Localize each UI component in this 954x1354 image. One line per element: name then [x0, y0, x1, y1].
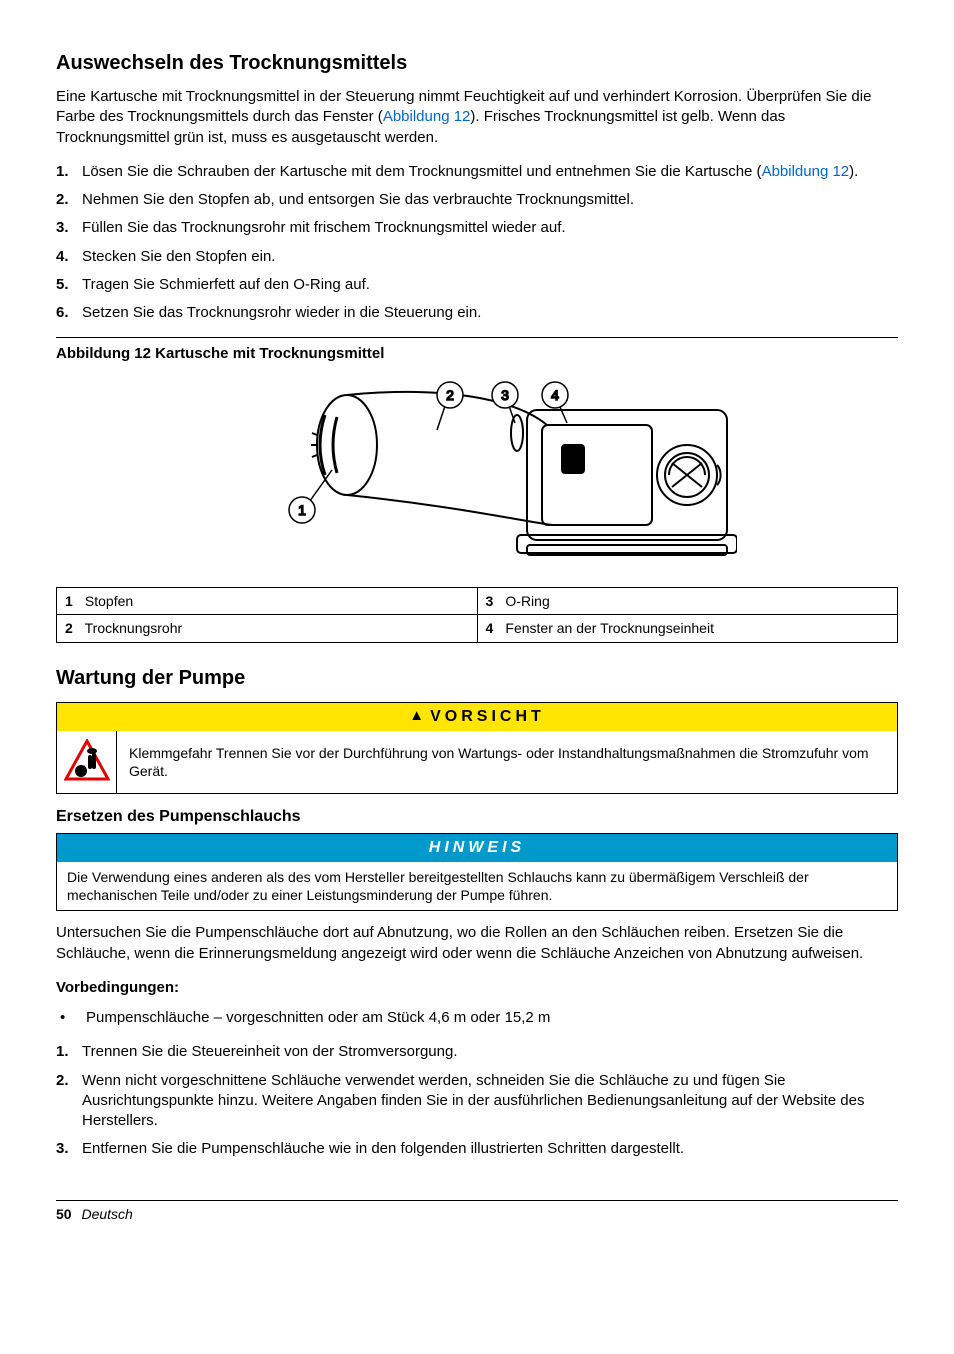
pump-body-text: Untersuchen Sie die Pumpenschläuche dort… [56, 923, 898, 964]
list-item: 6.Setzen Sie das Trocknungsrohr wieder i… [56, 303, 898, 323]
svg-text:4: 4 [551, 387, 559, 403]
list-item: 3.Füllen Sie das Trocknungsrohr mit fris… [56, 218, 898, 238]
step-text: Nehmen Sie den Stopfen ab, und entsorgen… [82, 190, 898, 210]
section-title-pump: Wartung der Pumpe [56, 665, 898, 692]
legend-num: 4 [486, 619, 502, 638]
step-text-pre: Lösen Sie die Schrauben der Kartusche mi… [82, 163, 762, 180]
step-number: 1. [56, 1042, 82, 1062]
prerequisites-label: Vorbedingungen: [56, 978, 898, 998]
page-footer: 50 Deutsch [56, 1200, 898, 1224]
section-title-desiccant: Auswechseln des Trocknungsmittels [56, 50, 898, 77]
prerequisites-list: Pumpenschläuche – vorgeschnitten oder am… [56, 1008, 898, 1028]
caution-text: Klemmgefahr Trennen Sie vor der Durchfüh… [117, 734, 897, 790]
legend-label: Trocknungsrohr [85, 620, 183, 636]
caution-callout: ▲VORSICHT Klemmgefahr Trennen Sie vor de… [56, 702, 898, 794]
figure-caption: Abbildung 12 Kartusche mit Trocknungsmit… [56, 337, 898, 364]
desiccant-steps-list: 1. Lösen Sie die Schrauben der Kartusche… [56, 162, 898, 324]
figure-legend-table: 1 Stopfen 3 O-Ring 2 Trocknungsrohr 4 Fe… [56, 587, 898, 644]
step-number: 5. [56, 275, 82, 295]
step-text: Füllen Sie das Trocknungsrohr mit frisch… [82, 218, 898, 238]
step-number: 3. [56, 1139, 82, 1159]
legend-num: 3 [486, 592, 502, 611]
svg-text:2: 2 [446, 387, 454, 403]
list-item: 2.Nehmen Sie den Stopfen ab, und entsorg… [56, 190, 898, 210]
svg-text:1: 1 [298, 502, 306, 518]
table-row: 2 Trocknungsrohr 4 Fenster an der Trockn… [57, 615, 898, 643]
step-text: Tragen Sie Schmierfett auf den O-Ring au… [82, 275, 898, 295]
legend-num: 2 [65, 619, 81, 638]
desiccant-cartridge-diagram: 1 2 3 4 [217, 375, 737, 575]
list-item: 5.Tragen Sie Schmierfett auf den O-Ring … [56, 275, 898, 295]
legend-label: Stopfen [85, 593, 133, 609]
legend-label: O-Ring [505, 593, 549, 609]
step-text: Trennen Sie die Steuereinheit von der St… [82, 1042, 898, 1062]
notice-header: HINWEIS [57, 834, 897, 862]
step-text: Setzen Sie das Trocknungsrohr wieder in … [82, 303, 898, 323]
svg-text:3: 3 [501, 387, 509, 403]
list-item: Pumpenschläuche – vorgeschnitten oder am… [56, 1008, 898, 1028]
notice-callout: HINWEIS Die Verwendung eines anderen als… [56, 833, 898, 911]
subsection-title-pump-tube: Ersetzen des Pumpenschlauchs [56, 806, 898, 828]
prereq-text: Pumpenschläuche – vorgeschnitten oder am… [86, 1008, 550, 1028]
page-number: 50 [56, 1206, 72, 1222]
figure-ref-link[interactable]: Abbildung 12 [762, 163, 850, 180]
legend-num: 1 [65, 592, 81, 611]
list-item: 3.Entfernen Sie die Pumpenschläuche wie … [56, 1139, 898, 1159]
step-number: 1. [56, 162, 82, 182]
step-number: 2. [56, 1071, 82, 1132]
notice-text: Die Verwendung eines anderen als des vom… [57, 862, 897, 910]
list-item: 4.Stecken Sie den Stopfen ein. [56, 247, 898, 267]
list-item: 1. Lösen Sie die Schrauben der Kartusche… [56, 162, 898, 182]
step-number: 6. [56, 303, 82, 323]
caution-header-text: VORSICHT [430, 708, 545, 725]
pinch-hazard-icon [57, 731, 117, 793]
step-text: Lösen Sie die Schrauben der Kartusche mi… [82, 162, 898, 182]
step-text: Stecken Sie den Stopfen ein. [82, 247, 898, 267]
step-number: 4. [56, 247, 82, 267]
table-row: 1 Stopfen 3 O-Ring [57, 587, 898, 615]
step-number: 3. [56, 218, 82, 238]
caution-header: ▲VORSICHT [57, 703, 897, 731]
list-item: 2.Wenn nicht vorgeschnittene Schläuche v… [56, 1071, 898, 1132]
step-text-post: ). [849, 163, 858, 180]
figure-ref-link[interactable]: Abbildung 12 [383, 108, 471, 125]
pump-steps-list: 1.Trennen Sie die Steuereinheit von der … [56, 1042, 898, 1159]
step-number: 2. [56, 190, 82, 210]
warning-triangle-icon: ▲ [409, 707, 428, 724]
intro-paragraph: Eine Kartusche mit Trocknungsmittel in d… [56, 87, 898, 148]
step-text: Entfernen Sie die Pumpenschläuche wie in… [82, 1139, 898, 1159]
page-language: Deutsch [81, 1206, 132, 1222]
step-text: Wenn nicht vorgeschnittene Schläuche ver… [82, 1071, 898, 1132]
list-item: 1.Trennen Sie die Steuereinheit von der … [56, 1042, 898, 1062]
legend-label: Fenster an der Trocknungseinheit [505, 620, 714, 636]
figure-image: 1 2 3 4 [56, 375, 898, 575]
